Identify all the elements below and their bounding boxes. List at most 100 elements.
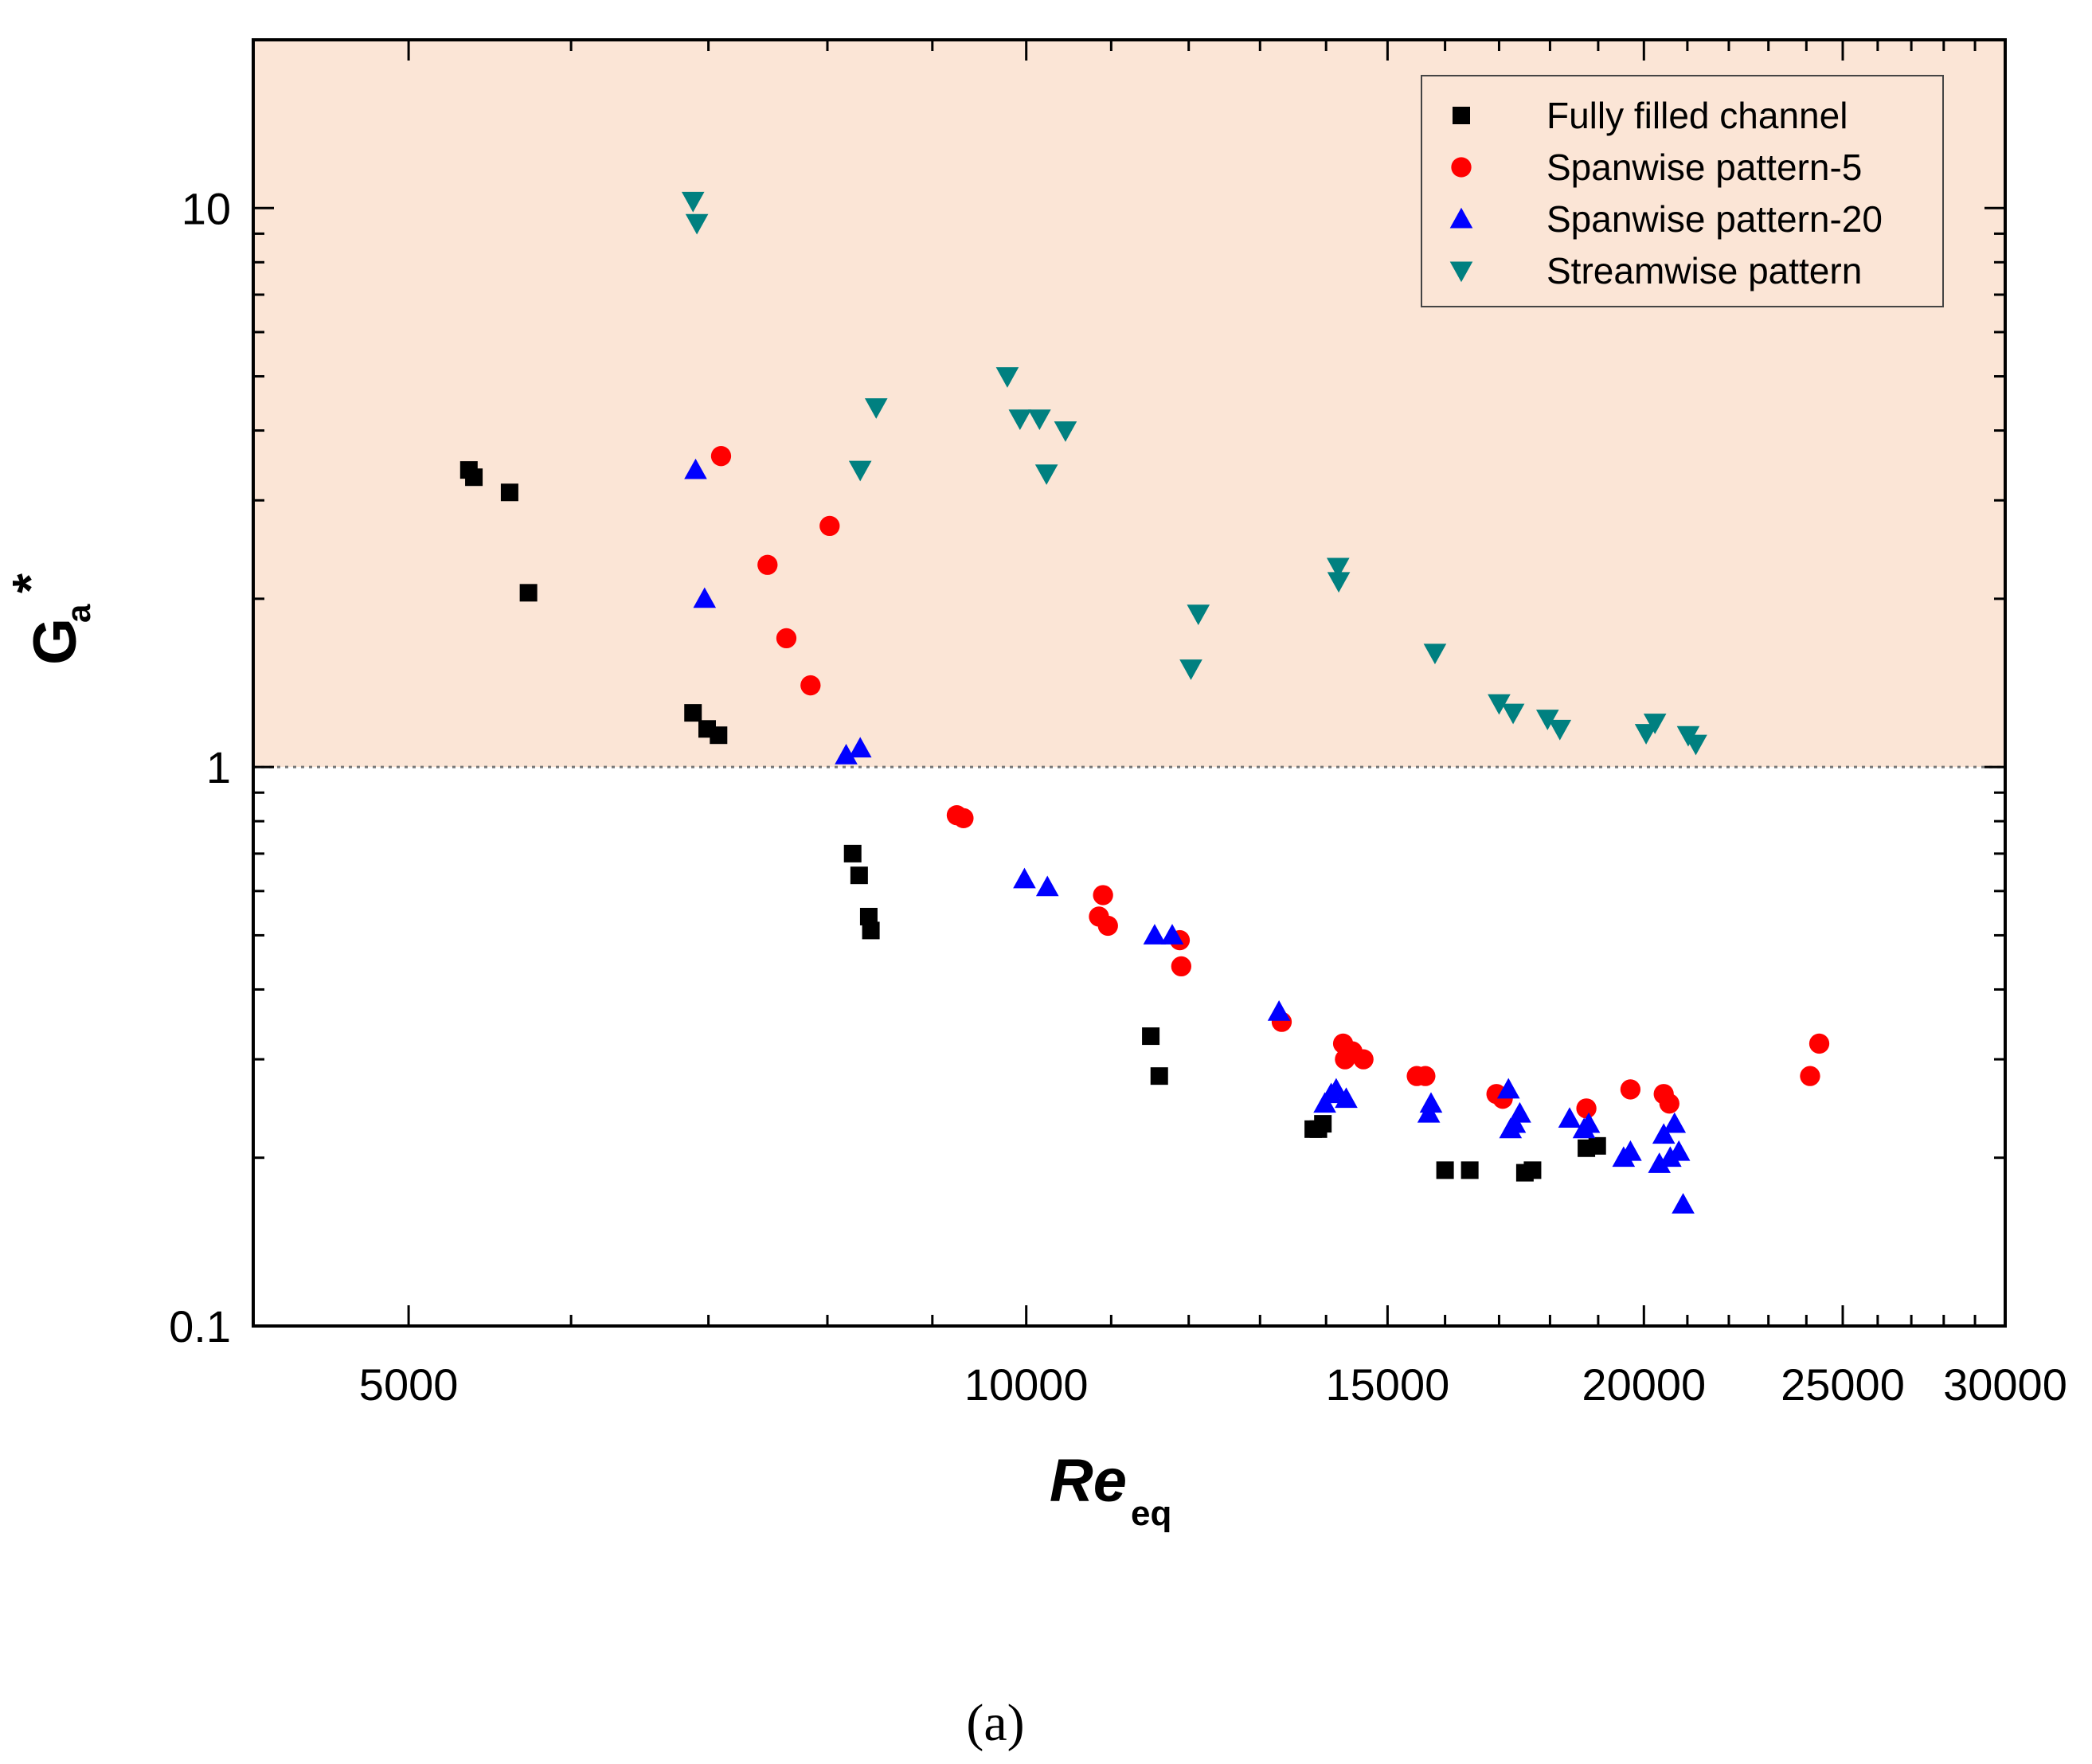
data-point <box>757 554 778 575</box>
legend-label: Spanwise pattern-20 <box>1547 198 1883 240</box>
series-3 <box>681 191 1707 756</box>
legend-marker <box>1449 261 1473 283</box>
data-point <box>1324 1078 1348 1099</box>
data-point <box>862 921 880 940</box>
data-point <box>1667 1140 1691 1161</box>
data-point <box>1619 1140 1642 1161</box>
data-point <box>1143 924 1167 945</box>
x-axis-title: Re <box>1050 1447 1127 1515</box>
data-point <box>1326 557 1350 579</box>
data-point <box>850 866 868 885</box>
data-point <box>1809 1033 1830 1054</box>
data-point <box>848 460 872 482</box>
plot-frame <box>252 38 2007 1328</box>
data-point <box>1142 1027 1160 1046</box>
data-point <box>1501 703 1525 725</box>
data-point <box>685 213 709 235</box>
data-point <box>1672 1193 1695 1214</box>
data-point <box>1187 604 1210 626</box>
legend-marker <box>1453 107 1470 124</box>
data-point <box>1576 1098 1597 1119</box>
legend-box <box>1421 75 1944 307</box>
data-point <box>1588 1136 1606 1155</box>
data-point <box>1267 1000 1291 1021</box>
y-axis-title: G <box>22 618 89 665</box>
x-tick-label: 25000 <box>1781 1359 1905 1410</box>
data-point <box>1558 1107 1582 1128</box>
data-point <box>684 704 702 722</box>
data-point <box>1488 694 1511 715</box>
data-point <box>1577 1112 1601 1133</box>
data-point <box>1648 1152 1672 1173</box>
data-point <box>1013 867 1036 889</box>
data-point <box>1423 643 1447 665</box>
data-point <box>1535 710 1559 730</box>
data-point <box>1684 734 1707 756</box>
data-point <box>1659 1093 1679 1114</box>
data-point <box>1436 1161 1454 1179</box>
data-point <box>1171 956 1191 977</box>
data-point <box>1054 421 1077 442</box>
series-1 <box>710 446 1830 1119</box>
data-point <box>1620 1079 1641 1100</box>
data-point <box>1034 464 1058 485</box>
legend-label: Streamwise pattern <box>1547 250 1862 291</box>
series-0 <box>459 461 1606 1182</box>
data-point <box>1150 1067 1168 1085</box>
data-point <box>1093 885 1113 905</box>
data-point <box>864 398 888 419</box>
x-tick-label: 30000 <box>1943 1359 2067 1410</box>
data-point <box>1548 719 1572 741</box>
x-tick-label: 15000 <box>1326 1359 1450 1410</box>
data-point <box>1643 714 1667 734</box>
data-point <box>1415 1066 1436 1086</box>
data-point <box>1419 1092 1443 1113</box>
data-point <box>710 726 728 745</box>
data-point <box>859 907 878 925</box>
data-point <box>843 844 862 862</box>
tick-marks <box>253 38 2007 1328</box>
data-point <box>710 446 732 467</box>
data-point <box>1652 1123 1676 1144</box>
data-point <box>1634 724 1658 745</box>
data-point <box>1353 1049 1374 1070</box>
figure-caption: (a) <box>966 1694 1024 1752</box>
data-point <box>1496 1078 1520 1099</box>
y-axis-title-subscript: a <box>60 604 97 623</box>
data-point <box>1800 1066 1820 1086</box>
data-point <box>465 468 483 487</box>
data-point <box>1160 924 1184 945</box>
tick-labels: 5000 10000 15000 20000 25000 30000 0.1 1 10 <box>169 183 2067 1410</box>
data-point <box>693 587 717 608</box>
legend-marker <box>1451 157 1472 178</box>
legend: Fully filled channel Spanwise pattern-5 Sp… <box>1421 75 1944 307</box>
data-point <box>1327 572 1351 593</box>
y-tick-label: 1 <box>206 742 231 792</box>
y-tick-label: 0.1 <box>169 1301 231 1351</box>
y-tick-label: 10 <box>182 183 231 233</box>
data-point <box>1460 1161 1479 1179</box>
x-tick-label: 10000 <box>964 1359 1089 1410</box>
data-point <box>1335 1087 1358 1109</box>
series-2 <box>684 458 1695 1214</box>
data-point <box>1508 1101 1531 1123</box>
data-point <box>681 191 705 213</box>
y-axis-title-superscript: * <box>2 573 59 593</box>
x-tick-label: 20000 <box>1582 1359 1706 1410</box>
legend-marker <box>1449 207 1473 229</box>
data-point <box>684 458 707 479</box>
data-point <box>1179 659 1202 680</box>
data-points <box>459 191 1830 1214</box>
data-point <box>1314 1115 1332 1133</box>
data-point <box>835 743 858 765</box>
legend-label: Fully filled channel <box>1547 95 1848 136</box>
data-point <box>1503 1112 1527 1133</box>
data-point <box>1097 915 1118 937</box>
data-point <box>1028 409 1051 431</box>
data-point <box>1663 1112 1687 1133</box>
data-point <box>500 483 518 502</box>
x-axis-title-subscript: eq <box>1131 1494 1171 1533</box>
data-point <box>1035 875 1059 897</box>
x-tick-label: 5000 <box>359 1359 459 1410</box>
